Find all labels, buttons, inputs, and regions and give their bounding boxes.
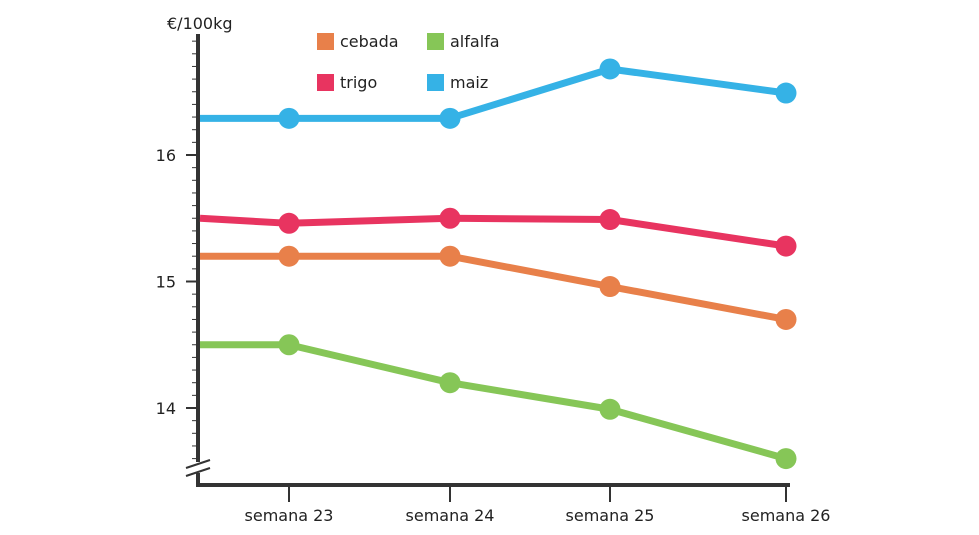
data-point-maiz [439,107,461,129]
data-point-alfalfa [278,334,300,356]
data-point-cebada [439,245,461,267]
data-point-alfalfa [439,372,461,394]
legend-label: alfalfa [450,32,500,51]
legend-swatch [427,74,444,91]
axis-break-mark [185,467,211,477]
data-point-cebada [599,276,621,298]
series-line-alfalfa [200,341,787,462]
data-point-trigo [439,207,461,229]
series-group [199,58,797,470]
legend-swatch [427,33,444,50]
x-tick-label: semana 26 [742,506,831,525]
data-point-cebada [775,308,797,330]
series-maiz [200,58,797,129]
data-point-alfalfa [775,448,797,470]
data-point-alfalfa [599,398,621,420]
x-tick-label: semana 25 [566,506,655,525]
legend-item-maiz: maiz [427,73,488,92]
legend-swatch [317,33,334,50]
series-alfalfa [200,334,797,470]
x-tick-label: semana 23 [245,506,334,525]
data-point-maiz [599,58,621,80]
y-axis-unit-label: €/100kg [167,14,233,33]
data-point-trigo [775,235,797,257]
y-tick-label: 15 [156,273,176,292]
legend-item-trigo: trigo [317,73,377,92]
legend-swatch [317,74,334,91]
legend-item-cebada: cebada [317,32,399,51]
y-tick-label: 16 [156,146,176,165]
legend-label: maiz [450,73,488,92]
data-point-cebada [278,245,300,267]
series-cebada [200,245,797,330]
data-point-trigo [278,212,300,234]
data-point-maiz [278,107,300,129]
legend-label: cebada [340,32,399,51]
legend-item-alfalfa: alfalfa [427,32,500,51]
axes: 14 15 16 semana 23 semana 24 semana 25 semana … [156,34,831,525]
data-point-trigo [599,209,621,231]
series-trigo [199,207,797,257]
legend: cebada alfalfa trigo maiz [317,32,500,92]
axis-break-mark [185,459,211,469]
y-tick-label: 14 [156,399,176,418]
x-tick-label: semana 24 [406,506,495,525]
data-point-maiz [775,82,797,104]
legend-label: trigo [340,73,377,92]
